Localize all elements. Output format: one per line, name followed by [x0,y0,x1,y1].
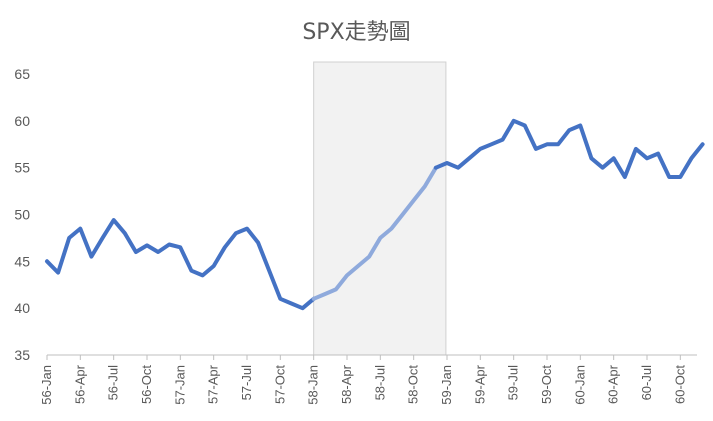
x-tick-label: 56-Oct [139,365,154,404]
x-tick-label: 58-Apr [339,364,354,404]
highlight-band [313,61,447,356]
x-tick-label: 58-Jul [372,365,387,401]
y-tick-label: 45 [14,253,30,269]
y-tick-label: 35 [14,347,30,363]
x-tick-label: 59-Jul [506,365,521,401]
x-tick-label: 58-Jan [306,365,321,405]
x-tick-label: 57-Jan [172,365,187,405]
y-tick-label: 60 [14,113,30,129]
x-tick-label: 59-Jan [439,365,454,405]
x-tick-label: 59-Apr [472,364,487,404]
x-tick-label: 56-Jul [106,365,121,401]
x-tick-label: 59-Oct [539,365,554,404]
chart-title: SPX走勢圖 [302,20,411,45]
series-line-highlight [311,165,438,301]
x-tick-label: 60-Jan [572,365,587,405]
x-tick-label: 56-Jan [39,365,54,405]
series-line-before [45,218,316,311]
x-tick-label: 56-Apr [72,364,87,404]
y-tick-label: 50 [14,207,30,223]
x-tick-label: 60-Oct [672,365,687,404]
x-tick-label: 60-Apr [606,364,621,404]
y-tick-label: 40 [14,300,30,316]
x-tick-label: 60-Jul [639,365,654,401]
series-line-after [433,118,705,179]
x-tick-label: 57-Oct [272,365,287,404]
x-tick-label: 57-Jul [239,365,254,401]
x-tick-label: 58-Oct [406,365,421,404]
y-tick-label: 65 [14,66,30,82]
x-tick-label: 57-Apr [206,364,221,404]
y-tick-label: 55 [14,160,30,176]
